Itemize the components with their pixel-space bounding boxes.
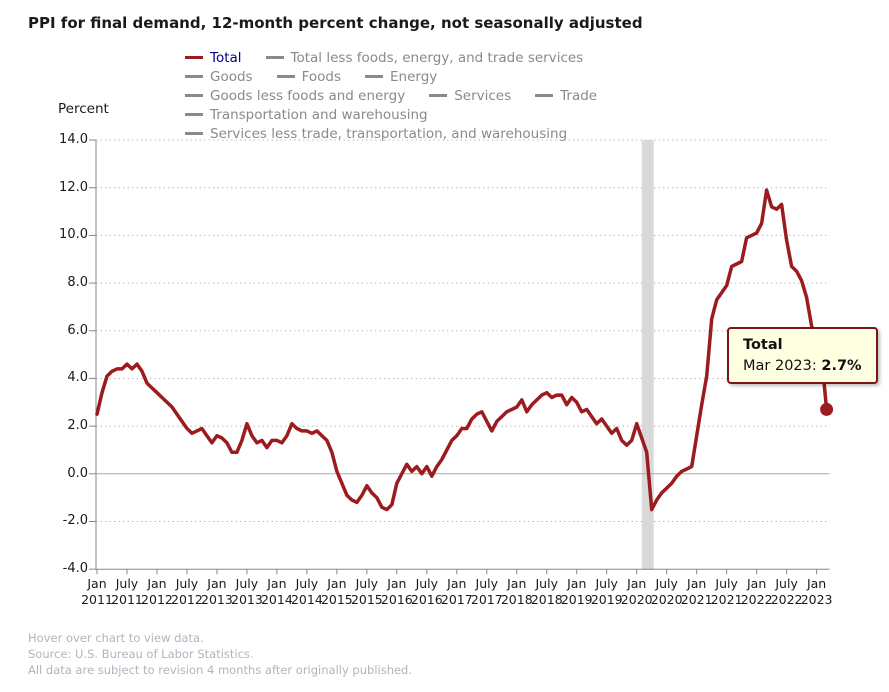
legend-item-label: Services less trade, transportation, and…	[210, 125, 568, 142]
x-tick-label: Jan 2020	[620, 576, 653, 608]
x-tick-label: Jan 2017	[440, 576, 473, 608]
chart-title: PPI for final demand, 12-month percent c…	[28, 14, 643, 32]
legend-item-label: Services	[454, 87, 512, 104]
x-tick-label: July 2019	[590, 576, 623, 608]
x-tick-label: Jan 2023	[800, 576, 833, 608]
y-tick-label: -2.0	[62, 513, 88, 529]
highlight-point-marker	[820, 402, 834, 416]
legend-dash-icon	[185, 94, 203, 97]
tooltip-series-name: Total	[743, 337, 783, 353]
tooltip-value-line: Mar 2023: 2.7%	[743, 358, 862, 374]
legend-dash-icon	[185, 113, 203, 116]
legend-item-foods[interactable]: Foods	[276, 68, 341, 85]
x-tick-label: Jan 2022	[740, 576, 773, 608]
footer-line: Hover over chart to view data.	[28, 631, 204, 645]
x-tick-label: July 2018	[530, 576, 563, 608]
footer-line: Source: U.S. Bureau of Labor Statistics.	[28, 647, 254, 661]
x-tick-label: Jan 2021	[680, 576, 713, 608]
x-tick-label: Jan 2012	[141, 576, 173, 608]
legend-item-energy[interactable]: Energy	[365, 69, 437, 85]
legend-item-label: Transportation and warehousing	[210, 106, 428, 123]
legend: Total Total less foods, energy, and trade…	[185, 48, 621, 143]
legend-item-total-less-foods-energy-and-trade-services[interactable]: Total less foods, energy, and trade serv…	[265, 49, 584, 66]
x-tick-label: Jan 2013	[201, 576, 233, 608]
recession-band	[641, 140, 654, 570]
legend-item-label: Energy	[390, 68, 438, 85]
y-tick-label: 2.0	[67, 418, 88, 434]
legend-item-transportation-and-warehousing[interactable]: Transportation and warehousing	[185, 107, 428, 123]
y-tick-label: 14.0	[59, 132, 88, 148]
legend-dash-icon	[365, 75, 383, 78]
legend-dash-icon	[185, 56, 203, 59]
y-tick-label: -4.0	[62, 561, 88, 577]
x-tick-label: July 2013	[231, 576, 263, 608]
x-tick-label: Jan 2014	[260, 576, 293, 608]
x-tick-label: Jan 2011	[81, 576, 113, 608]
legend-item-label: Goods	[210, 68, 253, 85]
legend-dash-icon	[429, 94, 448, 97]
x-tick-label: Jan 2019	[560, 576, 593, 608]
y-tick-label: 4.0	[67, 370, 88, 386]
legend-item-label: Total	[210, 49, 242, 66]
legend-item-services[interactable]: Services	[429, 88, 511, 104]
y-tick-label: 10.0	[59, 227, 88, 243]
footer-line: All data are subject to revision 4 month…	[28, 663, 413, 677]
x-tick-label: July 2021	[710, 576, 743, 608]
legend-item-trade[interactable]: Trade	[535, 88, 597, 104]
tooltip: Total Mar 2023: 2.7%	[727, 327, 878, 384]
x-tick-label: July 2011	[111, 576, 143, 608]
x-tick-label: July 2015	[350, 576, 383, 608]
x-tick-label: July 2012	[171, 576, 203, 608]
legend-dash-icon	[535, 94, 554, 97]
legend-item-goods-less-foods-and-energy[interactable]: Goods less foods and energy	[185, 88, 405, 104]
x-tick-label: July 2020	[650, 576, 683, 608]
x-tick-label: Jan 2016	[380, 576, 413, 608]
y-axis-title: Percent	[58, 101, 109, 117]
total-series-line	[95, 188, 829, 512]
legend-item-label: Total less foods, energy, and trade serv…	[290, 49, 584, 66]
y-tick-label: 8.0	[67, 275, 88, 291]
legend-item-total[interactable]: Total	[185, 50, 242, 66]
x-tick-label: Jan 2018	[500, 576, 533, 608]
x-tick-label: Jan 2015	[320, 576, 353, 608]
x-tick-label: July 2022	[770, 576, 803, 608]
y-tick-label: 6.0	[67, 322, 88, 338]
legend-dash-icon	[265, 56, 284, 59]
legend-item-goods[interactable]: Goods	[185, 69, 253, 85]
y-tick-label: 0.0	[67, 465, 88, 481]
legend-item-label: Goods less foods and energy	[210, 87, 406, 104]
legend-item-services-less-trade-transportation-and-warehousing[interactable]: Services less trade, transportation, and…	[185, 126, 567, 142]
legend-item-label: Foods	[301, 68, 341, 85]
tooltip-value: 2.7%	[821, 358, 862, 374]
x-tick-label: July 2014	[290, 576, 323, 608]
tooltip-date-label: Mar 2023:	[743, 358, 817, 374]
footer-notes: Hover over chart to view data. Source: U.…	[28, 630, 412, 678]
legend-dash-icon	[185, 132, 203, 135]
x-tick-label: July 2017	[470, 576, 503, 608]
legend-dash-icon	[185, 75, 203, 78]
legend-item-label: Trade	[560, 87, 598, 104]
x-tick-label: July 2016	[410, 576, 443, 608]
y-tick-label: 12.0	[59, 179, 88, 195]
legend-dash-icon	[276, 75, 295, 78]
